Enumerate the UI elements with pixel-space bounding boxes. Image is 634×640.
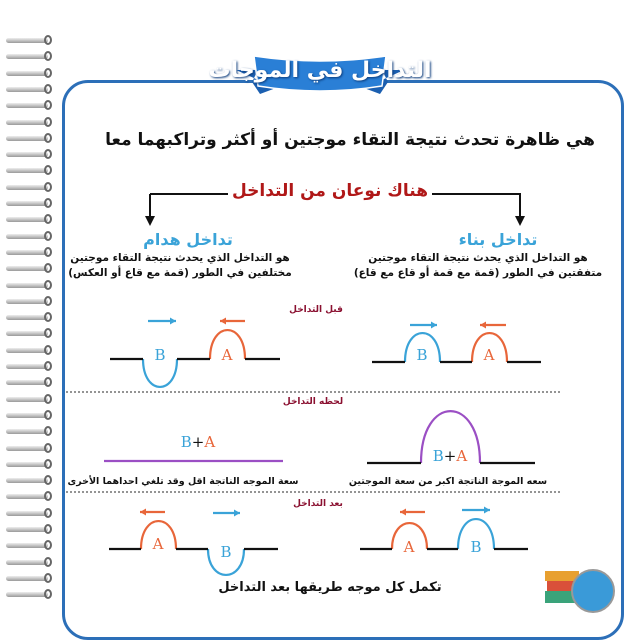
spiral-ring <box>6 263 52 274</box>
wave-b-crest <box>456 518 496 550</box>
spiral-ring <box>6 295 52 306</box>
wave-label: B <box>220 543 231 561</box>
spiral-ring <box>6 165 52 176</box>
constructive-description: هو التداخل الذي يحدث نتيجة التقاء موجتين… <box>354 251 602 281</box>
spiral-ring <box>6 246 52 257</box>
spiral-ring <box>6 361 52 371</box>
wave-b-trough <box>206 548 246 576</box>
spiral-ring <box>6 312 52 323</box>
spiral-ring <box>6 214 52 225</box>
wave-a-crest <box>208 329 247 360</box>
branch-line-left <box>149 193 228 218</box>
types-heading: هناك نوعان من التداخل <box>231 181 429 201</box>
arrowhead-icon <box>400 508 406 516</box>
resultant-wave-crest <box>419 410 482 464</box>
wave-label: A <box>152 535 164 553</box>
spiral-ring <box>6 377 52 388</box>
spiral-ring <box>6 540 52 551</box>
desc-line: متفقتين في الطور (قمة مع قمة أو قاع مع ق… <box>353 267 603 279</box>
wave-a-crest <box>470 332 509 363</box>
footer-text: تكمل كل موجه طريقها بعد التداخل <box>218 580 442 595</box>
wave-label: B <box>470 538 481 556</box>
spiral-ring <box>6 116 52 127</box>
stage-after-label: بعد التداخل <box>293 499 343 509</box>
spiral-ring <box>6 458 52 469</box>
arrowhead-icon <box>170 317 176 325</box>
spiral-ring <box>6 589 52 600</box>
wave-label: B <box>416 346 427 364</box>
spiral-ring <box>6 426 52 437</box>
spiral-ring <box>6 51 52 62</box>
arrowhead-icon <box>140 508 146 516</box>
desc-line: مختلفين في الطور (قمة مع قاع أو العكس) <box>68 267 292 279</box>
constructive-title: تداخل بناء <box>458 230 538 249</box>
spiral-ring <box>6 35 52 45</box>
arrowhead-icon <box>484 506 490 514</box>
spiral-ring <box>6 83 52 94</box>
spiral-ring <box>6 524 52 534</box>
stage-before-label: قبل التداخل <box>289 305 343 315</box>
wave-label: B <box>154 346 165 364</box>
arrowhead-icon <box>234 509 240 517</box>
page-title: التداخل في الموجات <box>208 58 432 83</box>
arrowhead-icon <box>480 321 486 329</box>
spiral-ring <box>6 442 52 453</box>
destructive-title: تداخل هدام <box>143 230 233 249</box>
definition-text: هي ظاهرة تحدث نتيجة التقاء موجتين أو أكث… <box>105 130 595 150</box>
arrow-down-icon <box>145 216 155 226</box>
books-globe-illustration <box>545 565 615 613</box>
spiral-ring <box>6 198 52 208</box>
arrow-down-icon <box>515 216 525 226</box>
wave-label: A <box>483 346 495 364</box>
constructive-caption: سعه الموجة الناتجة اكبر من سعة الموجتين <box>348 476 548 487</box>
title-ribbon <box>236 55 404 94</box>
desc-line: هو التداخل الذي يحدث نتيجة التقاء موجتين <box>368 252 588 264</box>
spiral-ring <box>6 475 52 486</box>
spiral-ring <box>6 149 52 160</box>
arrowhead-icon <box>220 317 226 325</box>
desc-line: هو التداخل الذي يحدث نتيجة التقاء موجتين <box>70 252 290 264</box>
spiral-ring <box>6 507 52 518</box>
spiral-ring <box>6 409 52 420</box>
wave-a-crest <box>390 522 429 550</box>
destructive-caption: سعة الموجه الناتجة اقل وقد تلغي احداهما … <box>67 476 299 487</box>
sum-label: B+A <box>181 433 216 451</box>
spiral-ring <box>6 393 52 404</box>
spiral-binding <box>0 0 60 601</box>
spiral-ring <box>6 132 52 143</box>
sum-label: B+A <box>433 447 468 465</box>
spiral-ring <box>6 279 52 290</box>
spiral-ring <box>6 181 52 192</box>
spiral-ring <box>6 100 52 111</box>
spiral-ring <box>6 344 52 355</box>
wave-a-crest <box>139 520 178 550</box>
branch-line-right <box>432 193 521 218</box>
spiral-ring <box>6 67 52 78</box>
destructive-description: هو التداخل الذي يحدث نتيجة التقاء موجتين… <box>68 251 292 281</box>
wave-b-crest <box>403 332 442 363</box>
spiral-ring <box>6 572 52 583</box>
wave-label: A <box>403 538 415 556</box>
arrowhead-icon <box>431 321 437 329</box>
stage-during-label: لحظه التداخل <box>282 397 344 407</box>
spiral-ring <box>6 491 52 502</box>
spiral-ring <box>6 328 52 339</box>
diagram-canvas: B A B A B+A B+A A B A B <box>66 193 562 576</box>
spiral-ring <box>6 230 52 241</box>
wave-b-trough <box>141 358 179 388</box>
spiral-ring <box>6 556 52 567</box>
wave-label: A <box>221 346 233 364</box>
